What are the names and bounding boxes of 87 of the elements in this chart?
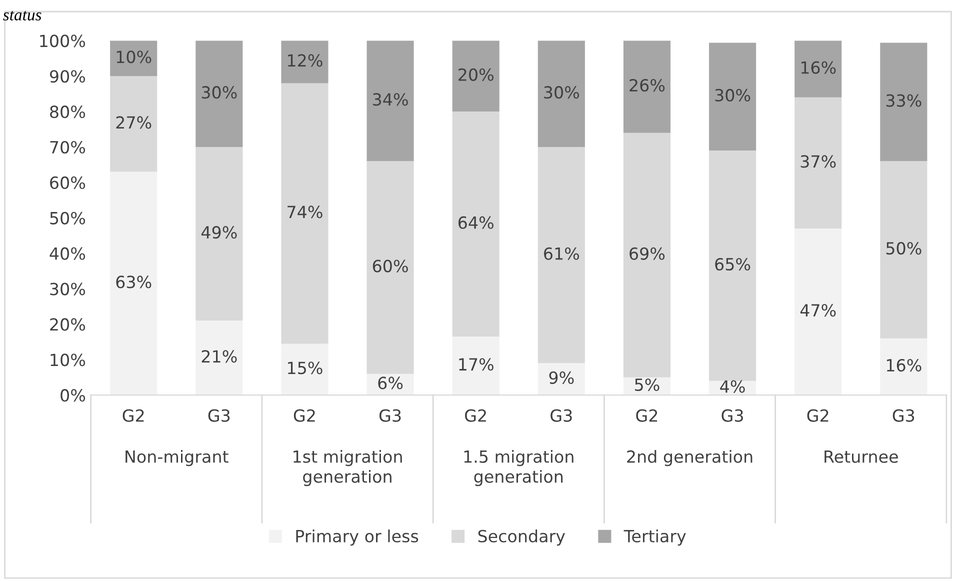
y-tick-label: 50%	[50, 212, 86, 224]
bar	[196, 40, 243, 147]
data-label: 33%	[886, 94, 922, 107]
x-tick-label: G2	[122, 409, 144, 422]
data-label: 6%	[378, 376, 403, 390]
x-tick-label: G3	[722, 409, 743, 422]
data-label: 30%	[544, 86, 580, 99]
legend-label: Secondary	[478, 530, 566, 546]
bar	[452, 336, 500, 396]
bar	[281, 83, 328, 344]
bar	[281, 344, 328, 396]
bar	[623, 132, 671, 378]
bar	[794, 97, 842, 229]
chart-title: status	[3, 10, 42, 20]
bar	[366, 40, 414, 162]
bar	[196, 146, 243, 321]
bar	[880, 161, 928, 338]
x-tick-label: G3	[550, 409, 572, 422]
y-tick-label: 30%	[50, 282, 86, 296]
text: 2nd generation	[627, 450, 752, 466]
y-tick-label: 20%	[50, 318, 86, 331]
bar	[281, 40, 328, 84]
y-tick-label: 70%	[50, 140, 86, 154]
text: 1st migration generation	[294, 450, 402, 486]
y-tick-label: 10%	[50, 354, 86, 366]
bar	[110, 40, 158, 76]
bar	[709, 150, 756, 381]
bar	[623, 40, 671, 133]
x-tick-label: G2	[636, 409, 658, 422]
data-label: 16%	[801, 61, 836, 74]
data-label: 5%	[635, 378, 660, 392]
data-label: 69%	[630, 247, 665, 260]
data-label: 26%	[630, 78, 665, 92]
bar	[880, 338, 928, 396]
y-tick-label: 90%	[50, 70, 86, 83]
bar	[452, 112, 500, 337]
bar	[709, 42, 756, 151]
bar	[538, 40, 585, 147]
data-label: 30%	[202, 86, 237, 99]
data-label: 65%	[715, 258, 750, 271]
data-label: 47%	[800, 304, 836, 317]
bar	[366, 161, 414, 374]
bar	[110, 76, 158, 172]
data-label: 61%	[544, 247, 580, 260]
bar	[880, 42, 928, 162]
data-label: 63%	[116, 276, 152, 288]
data-label: 74%	[288, 206, 322, 218]
y-tick-label: 100%	[40, 34, 86, 48]
y-tick-label: 0%	[60, 389, 86, 402]
bar	[196, 320, 243, 396]
y-tick-label: 60%	[50, 176, 86, 190]
data-label: 49%	[201, 226, 237, 239]
data-label: 16%	[886, 358, 922, 372]
x-tick-label: G3	[892, 409, 914, 422]
data-label: 17%	[459, 358, 494, 371]
bar	[538, 146, 585, 364]
x-tick-label: G2	[807, 409, 828, 422]
legend-label: Primary or less	[296, 530, 418, 546]
text: Non-migrant	[126, 450, 228, 466]
data-label: 20%	[458, 68, 494, 81]
y-tick-label: 40%	[50, 247, 86, 260]
data-label: 4%	[720, 380, 745, 393]
bar	[110, 172, 158, 396]
data-label: 15%	[288, 362, 322, 374]
data-label: 50%	[886, 242, 922, 255]
data-label: 10%	[116, 50, 152, 64]
data-label: 9%	[549, 371, 574, 384]
x-tick-label: G3	[208, 409, 230, 422]
bar	[452, 40, 500, 112]
data-label: 64%	[458, 216, 494, 229]
data-label: 37%	[800, 155, 836, 168]
data-label: 34%	[373, 93, 408, 106]
data-label: 12%	[288, 54, 322, 67]
bar	[794, 40, 842, 98]
y-tick-label: 80%	[50, 106, 86, 118]
text: 1.5 migration generation	[464, 450, 574, 486]
data-label: 30%	[715, 88, 750, 102]
bar	[794, 228, 842, 396]
text: Returnee	[824, 450, 898, 463]
data-label: 60%	[372, 260, 408, 272]
data-label: 27%	[116, 116, 152, 129]
bar	[538, 363, 585, 396]
x-tick-label: G2	[294, 409, 315, 422]
legend-label: Tertiary	[624, 530, 686, 546]
x-tick-label: G2	[465, 409, 486, 422]
data-label: 21%	[202, 350, 237, 363]
x-tick-label: G3	[379, 409, 401, 422]
